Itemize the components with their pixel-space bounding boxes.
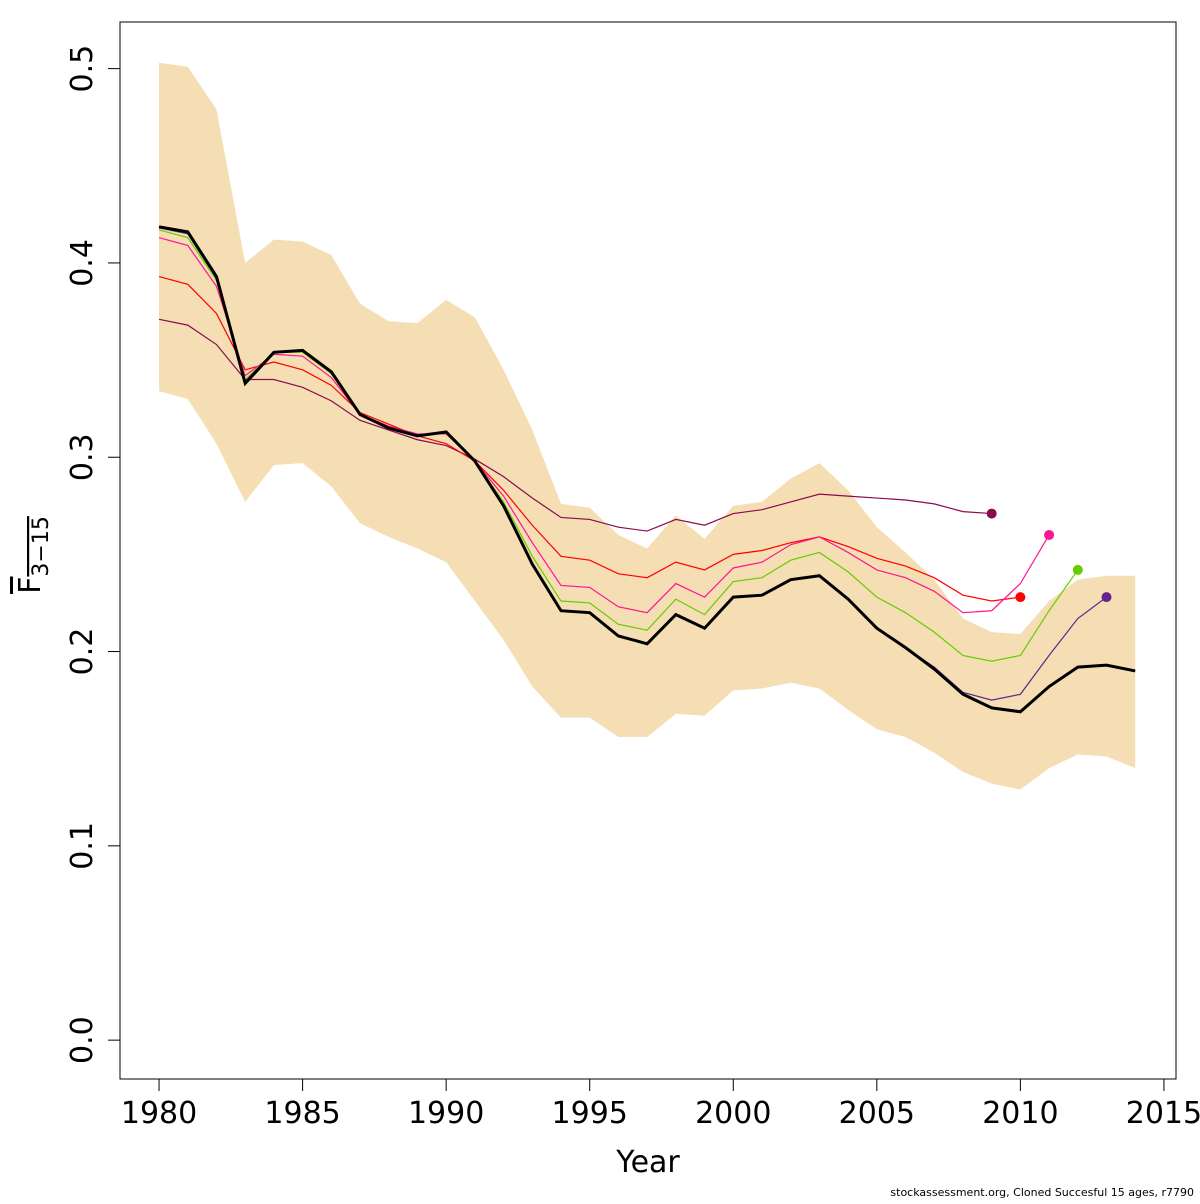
series-line: [158, 275, 1021, 602]
x-tick-label: 1985: [264, 1096, 340, 1131]
y-tick-label: 0.5: [65, 45, 100, 93]
plot-frame: [119, 21, 1177, 1080]
end-point: [986, 508, 997, 519]
x-tick-label: 1980: [121, 1096, 197, 1131]
y-tick-label: 0.2: [65, 628, 100, 676]
x-tick-label: 2015: [1126, 1096, 1200, 1131]
x-tick-label: 2000: [695, 1096, 771, 1131]
x-axis-label: Year: [615, 1145, 680, 1180]
series-line: [158, 225, 1136, 714]
x-tick-label: 1990: [408, 1096, 484, 1131]
x-tick-label: 2010: [982, 1096, 1058, 1131]
y-label-main: F: [13, 577, 48, 594]
y-tick-label: 0.0: [65, 1016, 100, 1064]
confidence-band: [159, 62, 1136, 790]
footnote: stockassessment.org, Cloned Succesful 15…: [890, 1186, 1194, 1199]
x-tick-label: 2005: [839, 1096, 915, 1131]
y-tick-label: 0.1: [65, 822, 100, 870]
x-tick-label: 1995: [552, 1096, 628, 1131]
y-axis-label-group: F3−15: [13, 516, 54, 594]
end-point: [1044, 529, 1055, 540]
y-tick-label: 0.4: [65, 239, 100, 287]
end-point: [1015, 592, 1026, 603]
series-line: [158, 237, 1050, 614]
end-point: [1072, 564, 1083, 575]
y-tick-label: 0.3: [65, 433, 100, 481]
end-point: [1101, 592, 1112, 603]
series-line: [158, 318, 992, 532]
y-axis-label: F3−15: [13, 516, 54, 594]
y-label-sub: 3−15: [29, 516, 54, 576]
series-line: [158, 229, 1079, 662]
